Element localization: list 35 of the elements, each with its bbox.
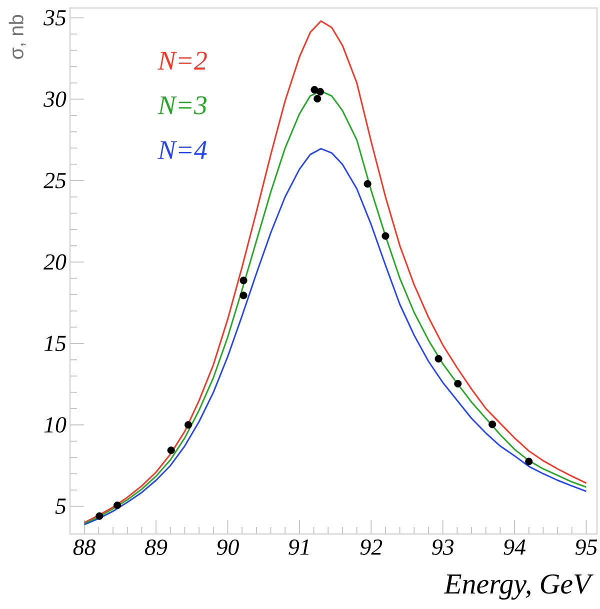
point bbox=[525, 458, 533, 466]
y-tick-label: 10 bbox=[44, 417, 66, 433]
point bbox=[310, 86, 318, 94]
text: N=2 bbox=[158, 52, 207, 70]
y-tick-label: 15 bbox=[44, 336, 66, 352]
point bbox=[114, 502, 122, 510]
x-tick-label: 90 bbox=[216, 540, 239, 555]
x-tick-label: 94 bbox=[504, 540, 526, 555]
point bbox=[240, 276, 248, 284]
x-tick-label: 93 bbox=[432, 540, 454, 555]
point bbox=[184, 421, 192, 429]
y-tick-label: 35 bbox=[44, 10, 66, 26]
y-tick-label: 20 bbox=[44, 254, 66, 270]
point bbox=[167, 446, 175, 454]
x-tick-label: 88 bbox=[73, 540, 96, 555]
text: N=4 bbox=[158, 141, 207, 159]
point bbox=[382, 232, 390, 240]
x-tick-label: 92 bbox=[360, 540, 382, 555]
y-tick-label: 30 bbox=[44, 91, 66, 107]
y-tick-label: 25 bbox=[44, 172, 66, 188]
x-tick-label: 89 bbox=[145, 540, 168, 555]
point bbox=[434, 354, 442, 363]
y-axis-title: σ, nb bbox=[8, 15, 26, 59]
point bbox=[240, 292, 248, 300]
x-tick-label: 95 bbox=[575, 540, 598, 555]
text: N=3 bbox=[158, 96, 206, 114]
point bbox=[96, 512, 104, 520]
x-axis-title: Energy, GeV bbox=[444, 574, 594, 600]
y-tick-label: 5 bbox=[55, 498, 66, 514]
point bbox=[316, 88, 324, 96]
x-tick-label: 91 bbox=[288, 540, 308, 555]
point bbox=[488, 420, 496, 428]
point bbox=[314, 94, 322, 102]
point bbox=[454, 380, 462, 388]
point bbox=[364, 180, 372, 188]
